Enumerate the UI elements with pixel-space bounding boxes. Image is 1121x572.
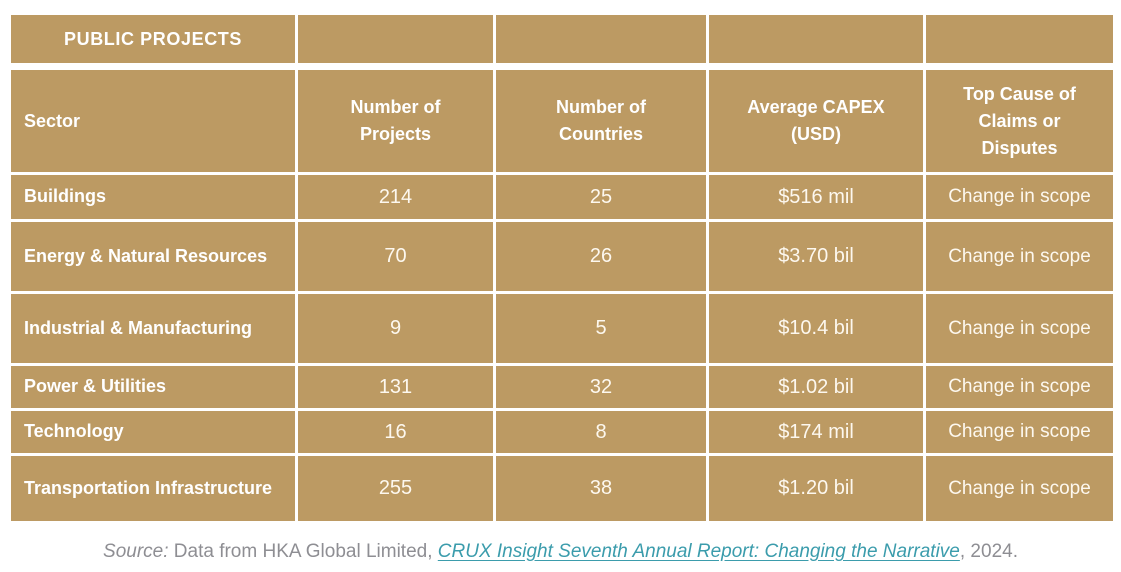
cause-cell: Change in scope: [923, 219, 1116, 294]
public-projects-table-wrap: PUBLIC PROJECTS Sector Number of Project…: [8, 12, 1116, 524]
column-header-capex: Average CAPEX (USD): [706, 65, 926, 175]
countries-cell: 5: [493, 291, 709, 366]
table-header-row: Sector Number of Projects Number of Coun…: [8, 65, 1116, 175]
countries-cell: 38: [493, 453, 709, 524]
column-header-countries-label: Number of Countries: [556, 97, 646, 144]
sector-cell: Industrial & Manufacturing: [8, 291, 298, 366]
countries-cell: 32: [493, 363, 709, 411]
table-row-power-utilities: Power & Utilities 131 32 $1.02 bil Chang…: [8, 363, 1116, 411]
table-row-transportation-infrastructure: Transportation Infrastructure 255 38 $1.…: [8, 453, 1116, 524]
cause-cell: Change in scope: [923, 408, 1116, 456]
source-text: Data from HKA Global Limited,: [168, 541, 438, 562]
source-report-link[interactable]: CRUX Insight Seventh Annual Report: Chan…: [437, 541, 960, 562]
column-header-countries: Number of Countries: [493, 65, 709, 175]
sector-cell: Power & Utilities: [8, 363, 298, 411]
table-title: PUBLIC PROJECTS: [8, 12, 298, 70]
projects-cell: 131: [295, 363, 496, 411]
table-title-row: PUBLIC PROJECTS: [8, 12, 1116, 70]
sector-cell: Buildings: [8, 172, 298, 222]
projects-cell: 9: [295, 291, 496, 366]
public-projects-table: PUBLIC PROJECTS Sector Number of Project…: [8, 12, 1116, 524]
capex-cell: $1.20 bil: [706, 453, 926, 524]
column-header-cause: Top Cause of Claims or Disputes: [923, 65, 1116, 175]
title-spacer-cell: [295, 12, 496, 70]
table-row-buildings: Buildings 214 25 $516 mil Change in scop…: [8, 172, 1116, 222]
countries-cell: 25: [493, 172, 709, 222]
cause-cell: Change in scope: [923, 363, 1116, 411]
sector-cell: Energy & Natural Resources: [8, 219, 298, 294]
sector-cell: Technology: [8, 408, 298, 456]
title-spacer-cell: [923, 12, 1116, 70]
capex-cell: $516 mil: [706, 172, 926, 222]
capex-cell: $1.02 bil: [706, 363, 926, 411]
capex-cell: $3.70 bil: [706, 219, 926, 294]
column-header-projects: Number of Projects: [295, 65, 496, 175]
source-citation: Source: Data from HKA Global Limited, CR…: [0, 541, 1121, 563]
title-spacer-cell: [706, 12, 926, 70]
capex-cell: $174 mil: [706, 408, 926, 456]
projects-cell: 16: [295, 408, 496, 456]
countries-cell: 26: [493, 219, 709, 294]
column-header-capex-label: Average CAPEX (USD): [747, 97, 885, 144]
column-header-projects-label: Number of Projects: [350, 97, 441, 144]
sector-cell: Transportation Infrastructure: [8, 453, 298, 524]
table-row-energy-natural-resources: Energy & Natural Resources 70 26 $3.70 b…: [8, 219, 1116, 294]
source-suffix: , 2024.: [959, 541, 1018, 562]
projects-cell: 255: [295, 453, 496, 524]
source-label: Source:: [103, 541, 169, 562]
cause-cell: Change in scope: [923, 291, 1116, 366]
capex-cell: $10.4 bil: [706, 291, 926, 366]
cause-cell: Change in scope: [923, 172, 1116, 222]
title-spacer-cell: [493, 12, 709, 70]
projects-cell: 214: [295, 172, 496, 222]
cause-cell: Change in scope: [923, 453, 1116, 524]
countries-cell: 8: [493, 408, 709, 456]
table-row-industrial-manufacturing: Industrial & Manufacturing 9 5 $10.4 bil…: [8, 291, 1116, 366]
column-header-sector: Sector: [8, 65, 298, 175]
projects-cell: 70: [295, 219, 496, 294]
table-row-technology: Technology 16 8 $174 mil Change in scope: [8, 408, 1116, 456]
column-header-cause-label: Top Cause of Claims or Disputes: [963, 83, 1076, 158]
